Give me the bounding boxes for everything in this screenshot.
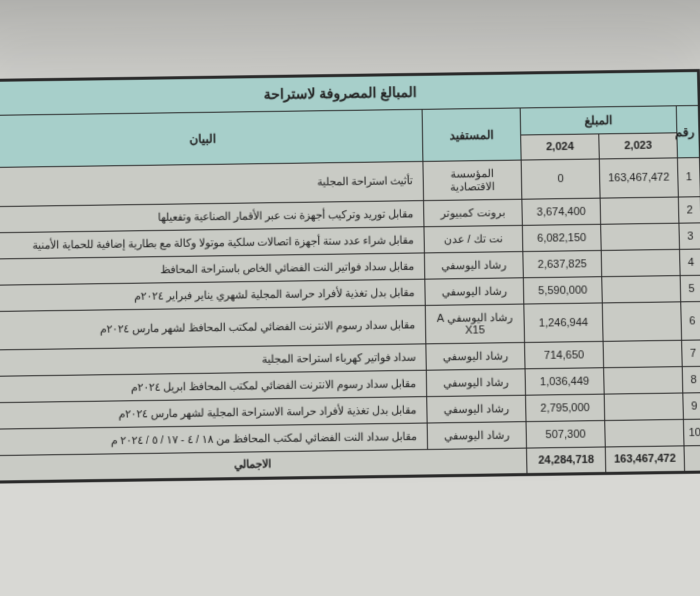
cell-beneficiary: نت تك / عدن	[424, 225, 523, 253]
cell-2024: 5,590,000	[523, 277, 602, 304]
cell-row-no: 1	[677, 158, 700, 197]
total-2023: 163,467,472	[605, 446, 684, 473]
cell-beneficiary: رشاد اليوسفي A X15	[425, 304, 524, 344]
cell-2024: 0	[521, 159, 600, 199]
cell-beneficiary: رشاد اليوسفي	[427, 395, 526, 423]
cell-2024: 2,637,825	[523, 250, 602, 277]
cell-2024: 507,300	[526, 421, 605, 449]
cell-row-no: 5	[680, 275, 700, 302]
cell-beneficiary: برونت كمبيوتر	[424, 199, 523, 227]
cell-row-no: 9	[683, 393, 700, 420]
cell-description: مقابل سداد رسوم الانترنت الفضائي لمكتب ا…	[0, 305, 426, 350]
col-beneficiary: المستفيد	[422, 108, 521, 161]
cell-2023: 163,467,472	[599, 158, 678, 198]
cell-beneficiary: رشاد اليوسفي	[426, 369, 525, 397]
cell-2023	[605, 419, 684, 447]
cell-beneficiary: رشاد اليوسفي	[424, 252, 523, 280]
cell-description: تأثيث استراحة المجلية	[0, 161, 424, 206]
cell-2023	[604, 367, 683, 394]
cell-beneficiary: رشاد اليوسفي	[427, 422, 526, 450]
cell-2024: 6,082,150	[522, 224, 601, 251]
cell-beneficiary: رشاد اليوسفي	[425, 278, 524, 306]
col-amount: المبلغ	[520, 106, 677, 135]
cell-2024: 3,674,400	[522, 198, 601, 225]
cell-2023	[600, 197, 679, 224]
cell-row-no: 10	[683, 419, 700, 446]
cell-2023	[603, 340, 682, 367]
cell-row-no: 4	[680, 249, 700, 276]
col-row-no: رقم	[676, 105, 699, 157]
cell-beneficiary: رشاد اليوسفي	[426, 342, 525, 370]
cell-2024: 2,795,000	[526, 394, 605, 422]
cell-2023	[602, 302, 681, 342]
cell-2024: 714,650	[525, 341, 604, 368]
total-2024: 24,284,718	[527, 447, 606, 474]
cell-row-no: 3	[679, 223, 700, 249]
cell-2024: 1,246,944	[524, 303, 603, 343]
cell-beneficiary: المؤسسة الاقتصادية	[423, 160, 522, 201]
cell-2023	[601, 249, 680, 276]
cell-2023	[604, 393, 683, 421]
expense-sheet: المبالغ المصروفة لاستراحة رقم المبلغ الم…	[0, 69, 700, 484]
col-year-2023: 2,023	[599, 133, 678, 159]
total-row-blank	[684, 446, 700, 472]
cell-row-no: 8	[682, 366, 700, 393]
cell-row-no: 2	[678, 197, 700, 223]
cell-row-no: 7	[682, 340, 700, 367]
cell-2024: 1,036,449	[525, 368, 604, 395]
col-year-2024: 2,024	[521, 134, 600, 160]
col-description: البيان	[0, 109, 423, 167]
cell-2023	[601, 223, 680, 250]
expense-table: المبالغ المصروفة لاستراحة رقم المبلغ الم…	[0, 71, 700, 482]
cell-2023	[602, 276, 681, 303]
cell-row-no: 6	[681, 302, 700, 341]
